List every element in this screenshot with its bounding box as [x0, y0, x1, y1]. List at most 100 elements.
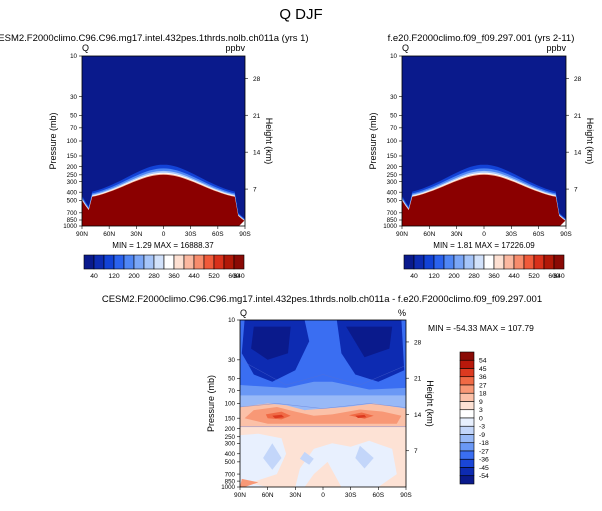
terrain-mask: [239, 220, 245, 226]
colorbar-label: 3: [479, 407, 483, 414]
lat-tick-label: 90N: [396, 231, 408, 238]
colorbar-label: 600: [228, 273, 240, 280]
colorbar-label: 280: [148, 273, 160, 280]
colorbar-label: -18: [479, 440, 489, 447]
colorbar-label: -3: [479, 424, 485, 431]
pressure-tick-label: 200: [67, 164, 78, 171]
colorbar-swatch: [459, 450, 475, 460]
height-tick-label: 28: [253, 76, 261, 83]
colorbar-swatch: [459, 368, 475, 378]
colorbar-label: 360: [488, 273, 500, 280]
pressure-tick-label: 250: [387, 172, 398, 179]
colorbar-label: 45: [479, 366, 487, 373]
colorbar-swatch: [83, 254, 95, 270]
pressure-tick-label: 50: [70, 113, 77, 120]
panel1-minmax: MIN = 1.29 MAX = 16888.37: [112, 241, 214, 250]
colorbar-swatch: [459, 401, 475, 411]
colorbar-swatch: [513, 254, 525, 270]
pressure-tick-label: 700: [67, 210, 78, 217]
pressure-tick-label: 400: [67, 189, 78, 196]
pressure-tick-label: 400: [387, 189, 398, 196]
panel-difference-q: CESM2.F2000climo.C96.C96.mg17.intel.432p…: [102, 294, 542, 499]
lat-tick-label: 90N: [76, 231, 88, 238]
colorbar-label: -54: [479, 473, 489, 480]
lat-tick-label: 30S: [345, 492, 357, 499]
colorbar-label: 120: [428, 273, 440, 280]
colorbar-swatch: [183, 254, 195, 270]
pressure-tick-label: 100: [387, 138, 398, 145]
height-tick-label: 28: [574, 76, 582, 83]
colorbar-swatch: [193, 254, 205, 270]
panel3-units-label: %: [398, 308, 406, 318]
pressure-tick-label: 250: [67, 172, 78, 179]
lat-tick-label: 90S: [560, 231, 572, 238]
colorbar-swatch: [93, 254, 105, 270]
colorbar-swatch: [493, 254, 505, 270]
panel-reference-q: f.e20.F2000climo.f09_f09.297.001 (yrs 2-…: [368, 33, 595, 280]
colorbar-swatch: [483, 254, 495, 270]
contour-line: [239, 403, 407, 409]
y-axis-label: Pressure (mb): [48, 112, 58, 169]
colorbar-swatch: [163, 254, 175, 270]
positive-contour: [272, 414, 285, 419]
lat-tick-label: 60N: [423, 231, 435, 238]
panel3-contour-field: [239, 320, 407, 487]
height-tick-label: 7: [414, 448, 418, 455]
height-tick-label: 7: [253, 187, 257, 194]
terrain-mask: [560, 220, 566, 226]
colorbar-swatch: [459, 467, 475, 477]
colorbar-swatch: [459, 425, 475, 435]
pressure-tick-label: 850: [225, 478, 236, 485]
height-tick-label: 14: [253, 150, 261, 157]
near-zero-contour: [240, 433, 397, 487]
colorbar-swatch: [503, 254, 515, 270]
height-tick-label: 21: [574, 113, 582, 120]
colorbar-label: 520: [528, 273, 540, 280]
colorbar-swatch: [143, 254, 155, 270]
colorbar-swatch: [459, 409, 475, 419]
pressure-tick-label: 250: [225, 434, 236, 441]
colorbar-swatch: [459, 442, 475, 452]
pressure-tick-label: 850: [387, 217, 398, 224]
colorbar-label: 9: [479, 399, 483, 406]
lat-tick-label: 90S: [239, 231, 251, 238]
pressure-tick-label: 700: [225, 471, 236, 478]
colorbar-swatch: [459, 376, 475, 386]
pressure-tick-label: 70: [228, 388, 235, 395]
colorbar-swatch: [459, 384, 475, 394]
colorbar-label: 640: [233, 273, 245, 280]
pressure-tick-label: 10: [228, 317, 235, 324]
height-tick-label: 14: [574, 150, 582, 157]
pressure-tick-label: 50: [228, 376, 235, 383]
pressure-tick-label: 300: [67, 179, 78, 186]
colorbar-swatch: [403, 254, 415, 270]
y-axis-label: Pressure (mb): [206, 375, 216, 432]
colorbar-swatch: [553, 254, 565, 270]
colorbar-swatch: [543, 254, 555, 270]
colorbar-swatch: [523, 254, 535, 270]
colorbar-label: 360: [168, 273, 180, 280]
panel-model-q: CESM2.F2000climo.C96.C96.mg17.intel.432p…: [0, 33, 309, 280]
pressure-tick-label: 700: [387, 210, 398, 217]
colorbar-swatch: [413, 254, 425, 270]
colorbar-label: 0: [479, 415, 483, 422]
height-axis-label: Height (km): [425, 380, 435, 427]
lat-tick-label: 30N: [451, 231, 463, 238]
pressure-tick-label: 200: [387, 164, 398, 171]
colorbar-label: -45: [479, 465, 489, 472]
colorbar-swatch: [153, 254, 165, 270]
pressure-tick-label: 1000: [221, 484, 235, 491]
positive-contour: [244, 407, 402, 424]
pressure-tick-label: 10: [390, 53, 397, 60]
colorbar-swatch: [473, 254, 485, 270]
colorbar-label: 27: [479, 382, 487, 389]
colorbar-swatch: [213, 254, 225, 270]
pressure-tick-label: 1000: [63, 223, 77, 230]
colorbar-label: 600: [548, 273, 560, 280]
colorbar-swatch: [459, 434, 475, 444]
pressure-tick-label: 500: [67, 198, 78, 205]
positive-contour: [240, 478, 259, 487]
colorbar-swatch: [203, 254, 215, 270]
